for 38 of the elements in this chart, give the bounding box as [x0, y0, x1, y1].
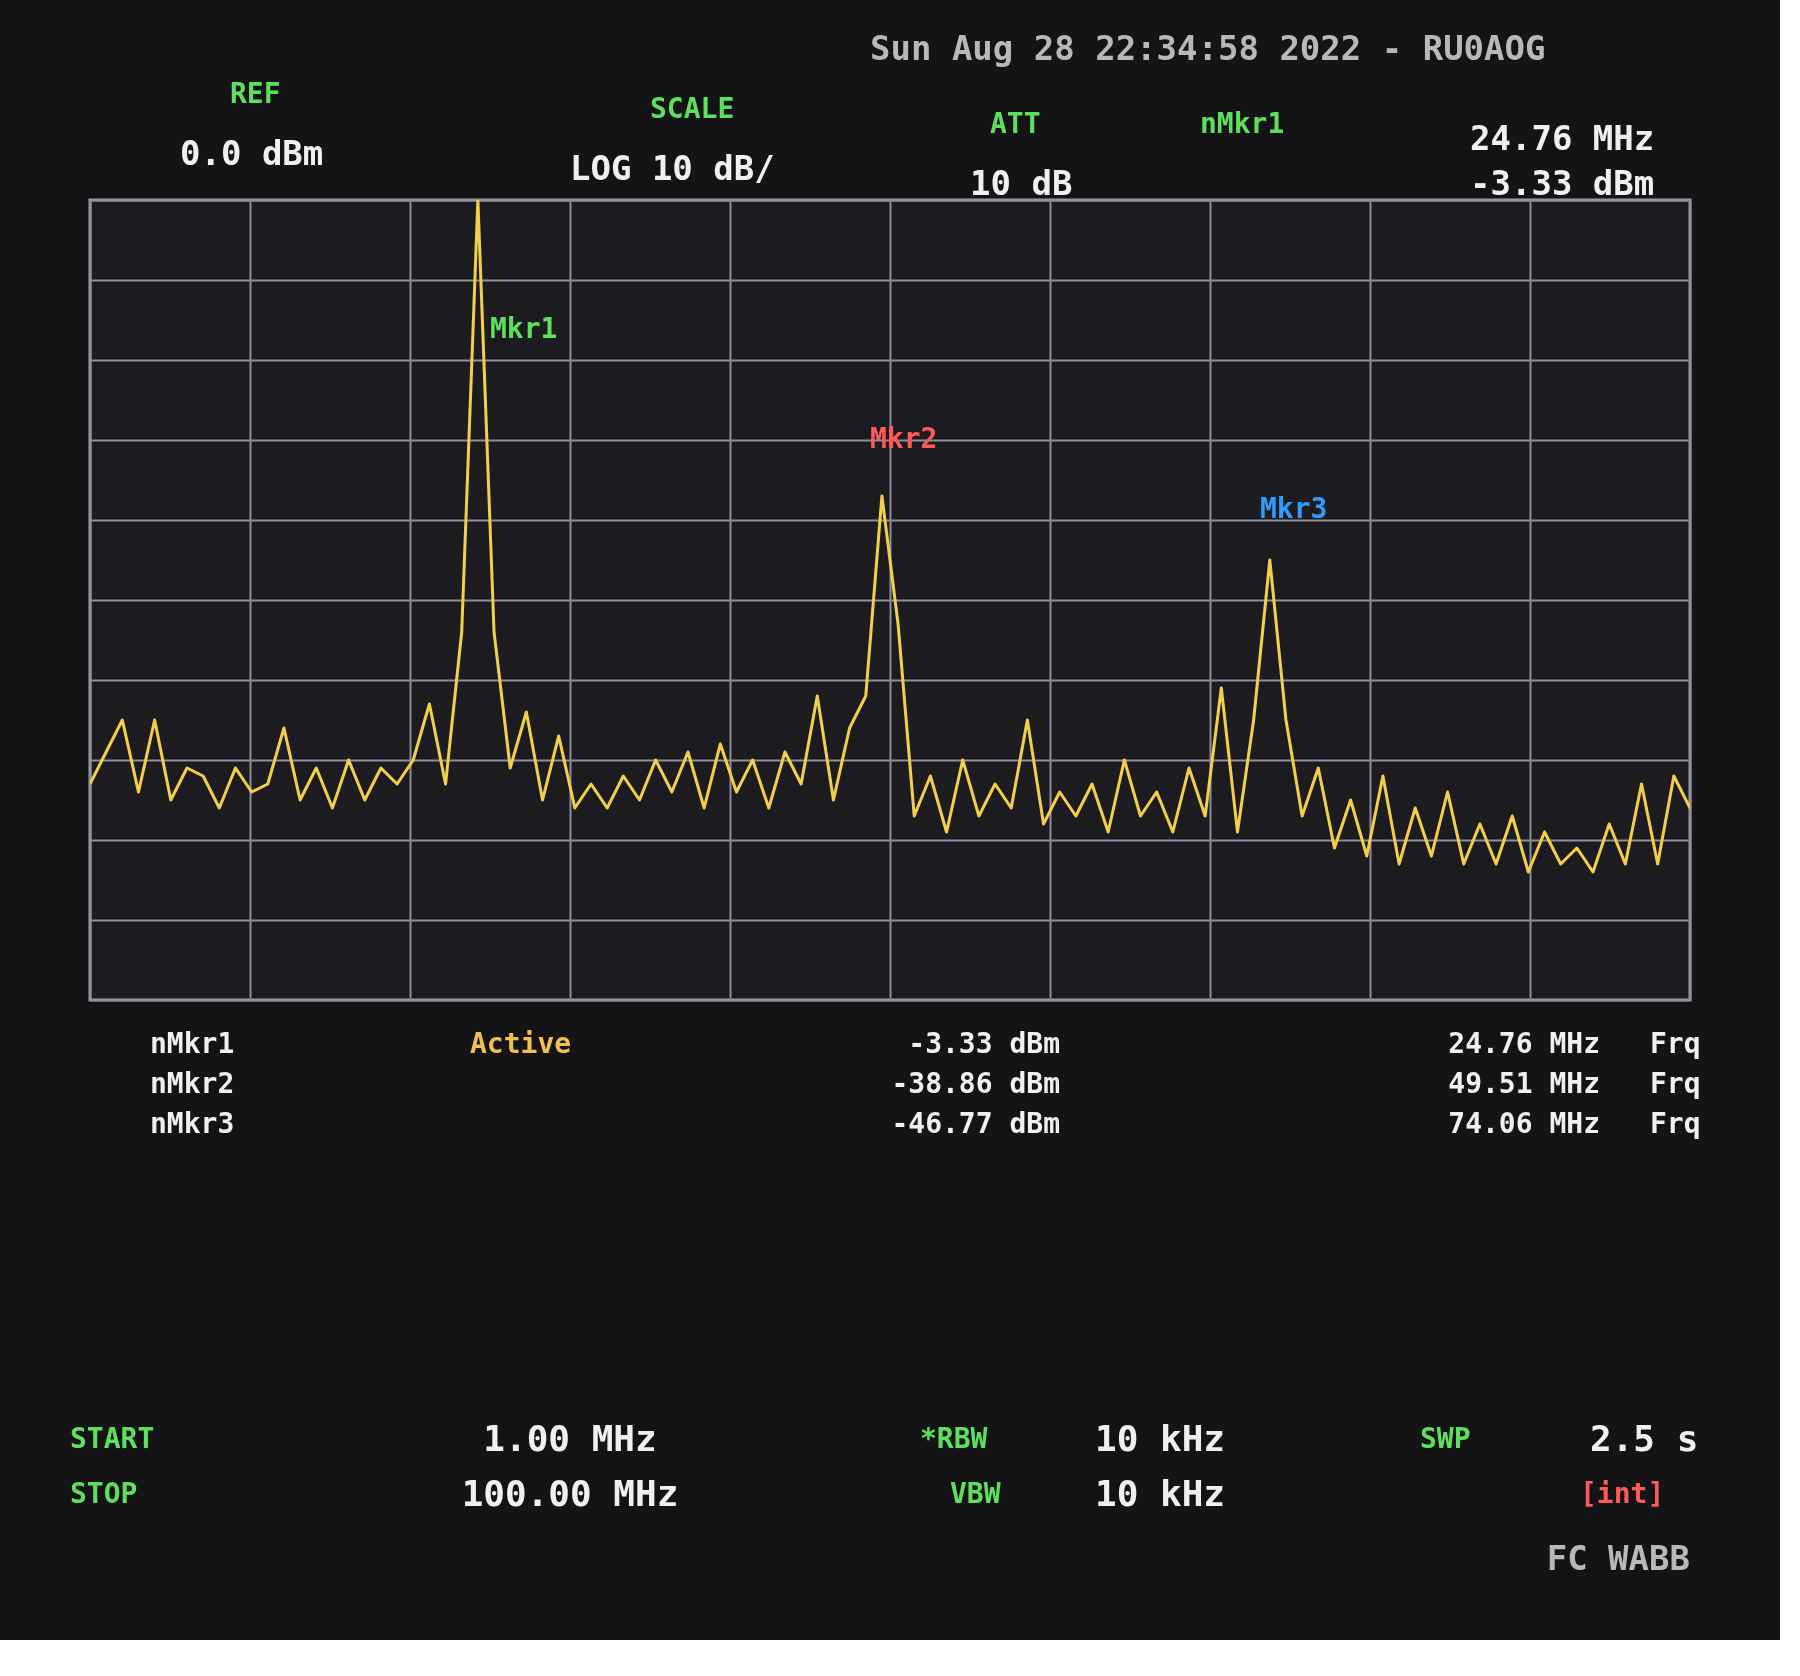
text: -38.86 dBm [891, 1067, 1060, 1100]
text: SCALE [650, 92, 735, 125]
text: Frq [1650, 1067, 1701, 1100]
text: nMkr2 [150, 1067, 235, 1100]
text: START [70, 1422, 155, 1455]
text: nMkr1 [150, 1027, 235, 1060]
text: Sun Aug 28 22:34:58 2022 - RU0AOG [870, 28, 1546, 68]
text: Frq [1650, 1107, 1701, 1140]
text: 24.76 MHz [1448, 1027, 1600, 1060]
text: 24.76 MHz [1470, 118, 1655, 158]
text: REF [230, 77, 281, 110]
annotation: 10 dB [970, 163, 1073, 203]
text: nMkr1 [1200, 107, 1285, 140]
text: 74.06 MHz [1448, 1107, 1600, 1140]
annotation: Mkr2 [870, 422, 938, 455]
text: -3.33 dBm [908, 1027, 1060, 1060]
text: LOG 10 dB/ [570, 148, 775, 188]
text: 49.51 MHz [1448, 1067, 1600, 1100]
annotation: Mkr1 [490, 312, 558, 345]
text: SWP [1420, 1422, 1471, 1455]
annotation: -3.33 dBm [1470, 163, 1655, 203]
text: VBW [950, 1477, 1001, 1510]
annotation: Mkr3 [1260, 492, 1328, 525]
text: Frq [1650, 1027, 1701, 1060]
text: ATT [990, 107, 1041, 140]
text: STOP [70, 1477, 138, 1510]
text: *RBW [920, 1422, 988, 1455]
text: Active [470, 1027, 572, 1060]
text: 0.0 dBm [180, 133, 324, 173]
text: 100.00 MHz [461, 1473, 679, 1514]
text: -46.77 dBm [891, 1107, 1060, 1140]
text: FC WABB [1546, 1538, 1690, 1578]
text: [int] [1580, 1477, 1665, 1510]
text: 1.00 MHz [483, 1418, 657, 1459]
text: 10 kHz [1094, 1418, 1226, 1459]
text: 10 kHz [1094, 1473, 1226, 1514]
text: nMkr3 [150, 1107, 235, 1140]
text: 2.5 s [1590, 1418, 1699, 1459]
